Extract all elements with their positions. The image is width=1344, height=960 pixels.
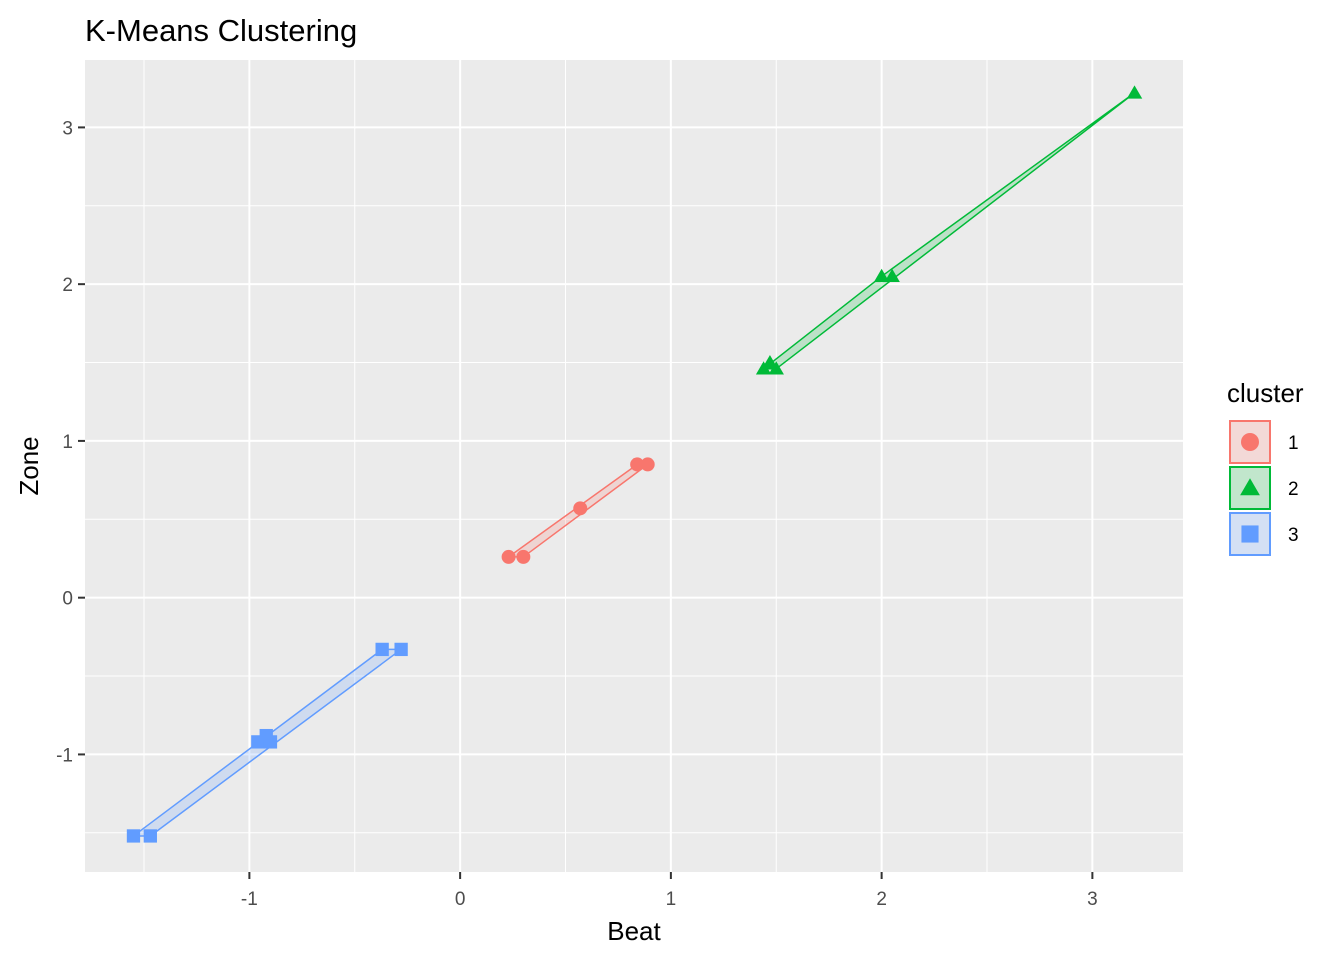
- cluster-points: [126, 85, 1143, 843]
- legend-label-2: 2: [1288, 479, 1299, 500]
- x-tick-label: -1: [241, 889, 258, 910]
- cluster-3-point: [394, 642, 408, 657]
- legend-symbol-3: [1241, 525, 1259, 543]
- x-tick-label: 1: [666, 889, 677, 910]
- cluster-1-point: [573, 501, 588, 516]
- y-axis-ticks: -1 0 1 2 3: [56, 118, 85, 766]
- y-tick-label: -1: [56, 745, 73, 766]
- cluster-3-point: [126, 829, 141, 843]
- cluster-3-point: [375, 642, 389, 657]
- cluster-2-point: [873, 268, 890, 282]
- cluster-1-point: [630, 457, 645, 472]
- cluster-1-point: [516, 549, 531, 564]
- legend-symbol-2: [1240, 478, 1260, 496]
- y-axis-title: Zone: [14, 436, 44, 495]
- cluster-2-point: [762, 354, 778, 369]
- chart-title: K-Means Clustering: [85, 13, 357, 48]
- cluster-2-point: [1126, 85, 1143, 99]
- cluster-1-point: [501, 549, 516, 564]
- y-tick-label: 0: [62, 589, 73, 610]
- x-axis-title: Beat: [607, 916, 661, 946]
- x-axis-ticks: -1 0 1 2 3: [241, 872, 1098, 910]
- minor-gridlines: [85, 60, 1183, 872]
- legend-label-3: 3: [1288, 525, 1299, 546]
- legend-label-1: 1: [1288, 433, 1299, 454]
- x-tick-label: 0: [455, 889, 466, 910]
- major-gridlines: [85, 60, 1183, 872]
- cluster-3-point: [143, 829, 157, 843]
- y-tick-label: 3: [62, 118, 73, 139]
- y-tick-label: 2: [62, 275, 73, 296]
- x-tick-label: 3: [1087, 889, 1098, 910]
- x-tick-label: 2: [876, 889, 887, 910]
- legend: cluster 1 2 3: [1227, 378, 1304, 556]
- cluster-3-point: [259, 728, 273, 743]
- y-tick-label: 1: [62, 432, 73, 453]
- cluster-1-point: [640, 457, 655, 472]
- legend-symbol-1: [1241, 433, 1259, 451]
- cluster-2-point: [884, 268, 900, 282]
- legend-title: cluster: [1227, 378, 1304, 408]
